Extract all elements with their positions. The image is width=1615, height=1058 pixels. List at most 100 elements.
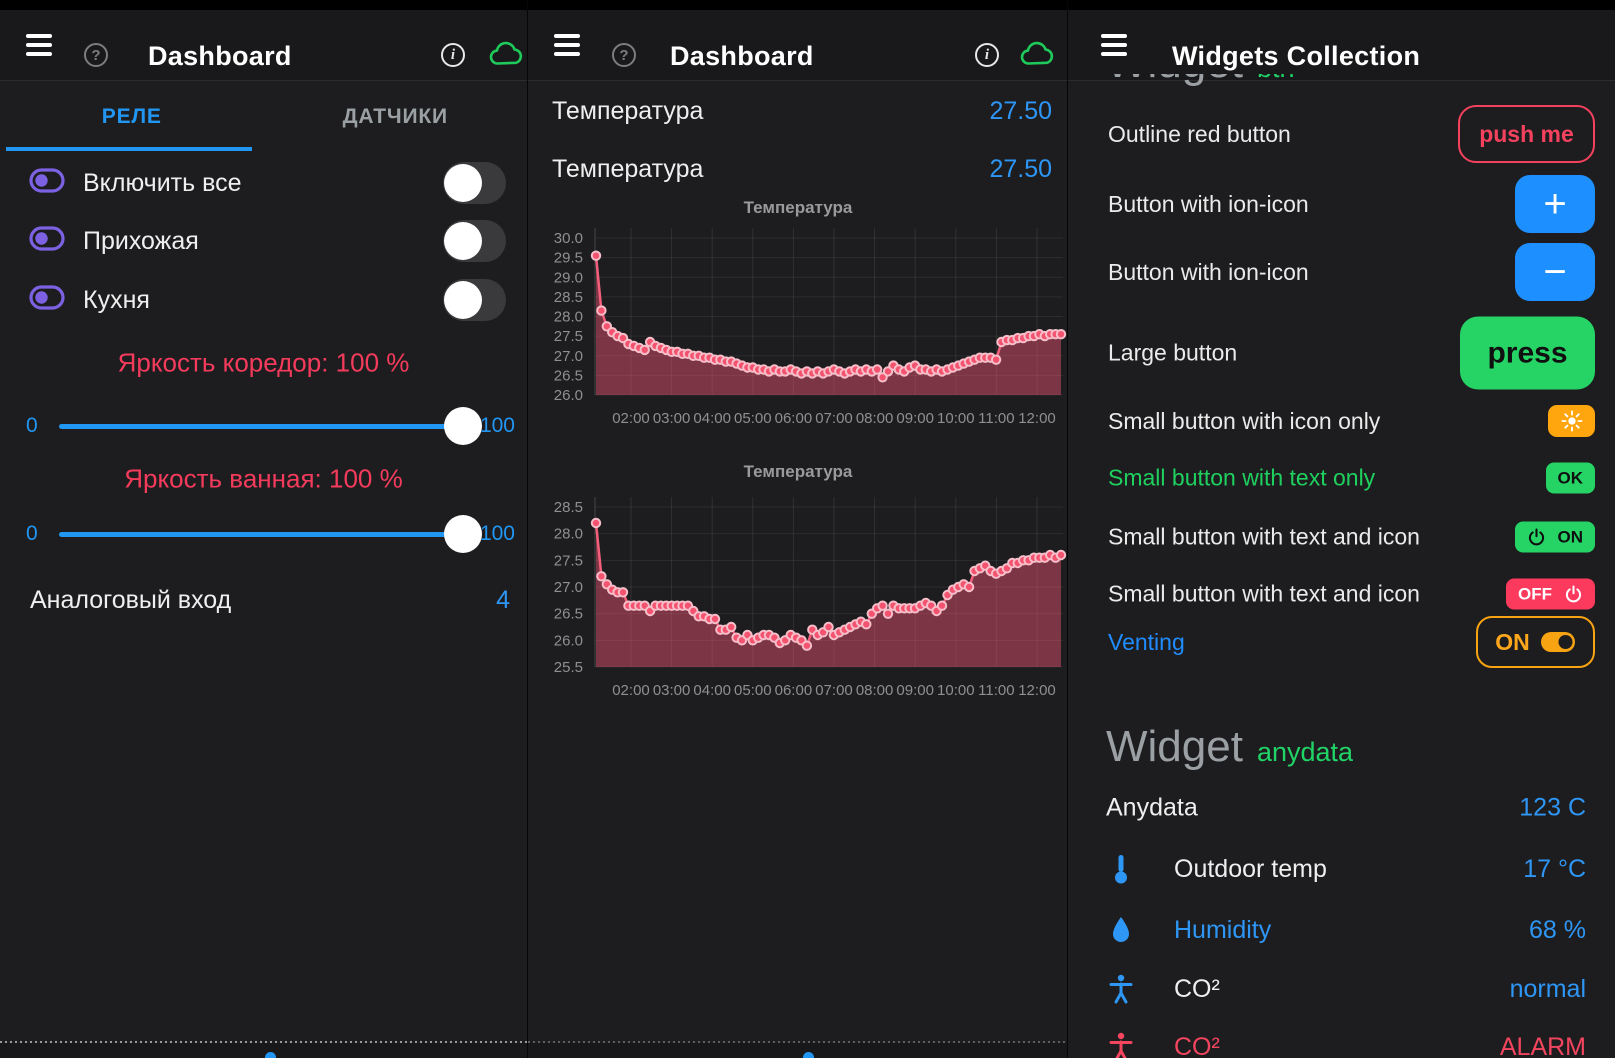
slider-min-label: 0 [26, 522, 38, 545]
temperature-chart-1: Температура 02:00 03:00 04:00 05:00 06:00 07:… [528, 198, 1068, 436]
minus-icon: − [1543, 250, 1567, 294]
temperature-chart-2: Температура 02:00 03:00 04:00 05:00 06:00 07:… [528, 462, 1068, 704]
widget-label: Venting [1108, 628, 1185, 655]
toggle-outline-icon [29, 226, 65, 256]
svg-text:08:00: 08:00 [856, 410, 894, 427]
section-heading-tag: btn [1257, 74, 1295, 84]
info-icon[interactable]: i [441, 43, 465, 67]
menu-icon[interactable] [1101, 34, 1127, 56]
slider-track[interactable] [59, 423, 462, 429]
analog-input-label: Аналоговый вход [30, 585, 232, 614]
clipped-section-heading: Widget btn [1106, 74, 1295, 91]
person-alarm-icon [1106, 1031, 1136, 1058]
svg-text:05:00: 05:00 [734, 682, 772, 699]
person-icon [1106, 973, 1136, 1005]
press-button[interactable]: press [1460, 316, 1595, 390]
row-label: Outdoor temp [1174, 854, 1327, 883]
widget-label: Large button [1108, 339, 1238, 366]
button-text: OFF [1518, 584, 1552, 603]
ok-button[interactable]: OK [1545, 462, 1595, 494]
switch-row-hallway: Прихожая [0, 218, 527, 264]
page-title: Dashboard [670, 41, 814, 71]
svg-text:06:00: 06:00 [775, 682, 813, 699]
svg-text:04:00: 04:00 [693, 410, 731, 427]
switch-label: Включить все [83, 168, 242, 197]
menu-icon[interactable] [26, 34, 52, 56]
slider-thumb[interactable] [444, 515, 482, 553]
row-label: Humidity [1174, 915, 1272, 944]
cloud-connection-icon[interactable] [489, 40, 523, 71]
svg-text:30.0: 30.0 [554, 230, 583, 247]
help-icon[interactable]: ? [612, 43, 636, 67]
svg-text:11:00: 11:00 [978, 410, 1014, 427]
plus-button[interactable]: + [1515, 175, 1595, 233]
row-label: CO² [1174, 974, 1220, 1003]
svg-text:25.5: 25.5 [554, 659, 583, 676]
widget-label: Button with ion-icon [1108, 258, 1309, 285]
minus-button[interactable]: − [1515, 243, 1595, 301]
button-text: ON [1557, 527, 1584, 546]
svg-text:09:00: 09:00 [896, 410, 934, 427]
tab-bar: РЕЛЕ ДАТЧИКИ [0, 81, 527, 152]
switch-all-toggle[interactable] [443, 162, 506, 204]
app-bar: Widgets Collection [1068, 10, 1615, 81]
tab-sensors[interactable]: ДАТЧИКИ [342, 104, 448, 128]
widget-label: Small button with text and icon [1108, 580, 1420, 607]
on-button[interactable]: ON [1514, 521, 1595, 553]
off-button[interactable]: OFF [1506, 578, 1595, 610]
sun-icon [1560, 410, 1583, 432]
switch-label: Кухня [83, 285, 150, 314]
data-row-humidity: Humidity 68 % [1106, 915, 1586, 945]
page-indicator-dot [803, 1052, 814, 1058]
widget-row: Small button with text and icon ON [1108, 521, 1595, 553]
switch-kitchen-toggle[interactable] [443, 279, 506, 321]
slider-thumb[interactable] [444, 407, 482, 445]
power-icon [1565, 585, 1582, 603]
push-me-button[interactable]: push me [1458, 105, 1595, 163]
menu-icon[interactable] [554, 34, 580, 56]
brightness-button[interactable] [1548, 405, 1595, 437]
status-bar [1068, 0, 1615, 10]
switch-label: Прихожая [83, 226, 199, 255]
temperature-value: 27.50 [989, 96, 1052, 125]
row-value: 68 % [1529, 915, 1586, 944]
switch-hallway-toggle[interactable] [443, 220, 506, 262]
brightness-bathroom-slider: 0 100 [0, 512, 527, 556]
cloud-connection-icon[interactable] [1020, 40, 1054, 71]
section-heading-tag: anydata [1256, 737, 1354, 767]
dashboard-panel-sensors: ? Dashboard i Температура 27.50 Температ… [527, 0, 1068, 1058]
widget-label: Small button with text only [1108, 464, 1376, 491]
chart-title: Температура [743, 198, 853, 217]
chart-plot: 02:00 03:00 04:00 05:00 06:00 07:00 08:00 09:00… [554, 228, 1067, 427]
help-icon[interactable]: ? [84, 43, 108, 67]
svg-text:03:00: 03:00 [653, 682, 691, 699]
widget-row: Venting ON [1108, 616, 1595, 668]
svg-text:26.5: 26.5 [554, 606, 583, 623]
data-row-outdoor-temp: Outdoor temp 17 °C [1106, 853, 1586, 885]
svg-text:27.0: 27.0 [554, 579, 583, 596]
page-divider-dotted [0, 1041, 527, 1043]
row-label: CO² [1174, 1032, 1220, 1058]
toggle-outline-icon [29, 168, 65, 198]
widget-label: Button with ion-icon [1108, 190, 1309, 217]
row-value: ALARM [1499, 1032, 1586, 1058]
slider-track[interactable] [59, 531, 462, 537]
svg-text:10:00: 10:00 [937, 682, 975, 699]
svg-text:28.5: 28.5 [554, 289, 583, 306]
app-bar: ? Dashboard i [0, 10, 527, 81]
switch-row-kitchen: Кухня [0, 277, 527, 323]
svg-text:26.5: 26.5 [554, 367, 583, 384]
section-heading-word: Widget [1106, 74, 1243, 88]
svg-text:28.0: 28.0 [554, 526, 583, 543]
tab-relays[interactable]: РЕЛЕ [101, 104, 162, 128]
info-icon[interactable]: i [975, 43, 999, 67]
temperature-label: Температура [552, 96, 704, 125]
button-text: ON [1495, 628, 1530, 655]
svg-text:05:00: 05:00 [734, 410, 772, 427]
widget-row: Small button with icon only [1108, 405, 1595, 437]
toggle-on-icon [1540, 632, 1575, 652]
temperature-value: 27.50 [989, 154, 1052, 183]
venting-on-button[interactable]: ON [1476, 616, 1595, 668]
svg-text:09:00: 09:00 [896, 682, 934, 699]
